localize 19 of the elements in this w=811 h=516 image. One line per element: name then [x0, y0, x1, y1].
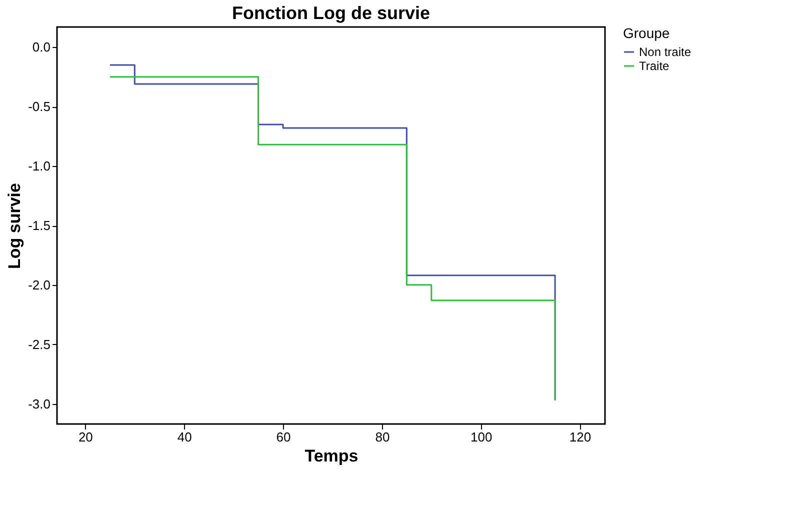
x-tick-label: 120 [569, 430, 592, 444]
y-tick-label: 0.0 [32, 40, 50, 55]
chart-title: Fonction Log de survie [232, 3, 430, 23]
y-axis-title: Log survie [5, 183, 24, 269]
legend-label: Traite [639, 59, 670, 73]
y-tick-label: -3.0 [28, 396, 50, 412]
x-tick-label: 20 [78, 430, 93, 444]
x-tick-label: 40 [177, 430, 192, 444]
y-tick-label: -2.0 [28, 277, 50, 292]
x-tick-label: 60 [276, 430, 291, 444]
y-tick-label: -1.0 [28, 158, 50, 174]
x-tick-label: 100 [470, 430, 492, 444]
y-tick-label: -0.5 [28, 99, 50, 114]
y-tick-label: -2.5 [28, 336, 50, 352]
x-axis-title: Temps [304, 446, 358, 466]
legend-title: Groupe [623, 25, 670, 41]
y-tick-label: -1.5 [28, 218, 50, 233]
legend-label: Non traite [639, 45, 692, 59]
x-tick-label: 80 [375, 430, 390, 444]
